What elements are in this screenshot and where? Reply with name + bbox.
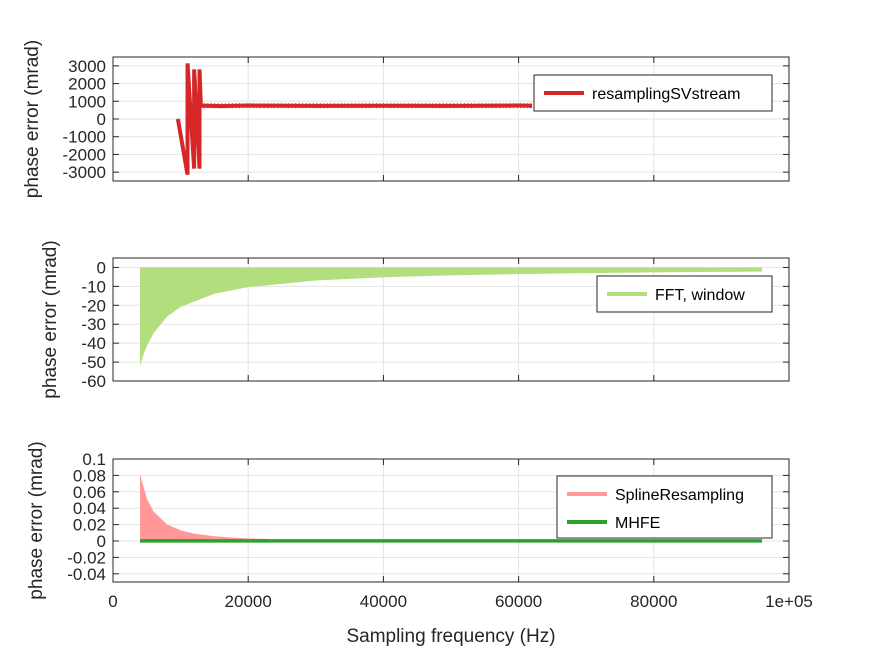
y-tick-label: 0.06 xyxy=(73,483,106,502)
y-axis-label: phase error (mrad) xyxy=(26,441,47,599)
series-area-0 xyxy=(140,474,269,541)
y-axis-label: phase error (mrad) xyxy=(22,40,43,198)
y-tick-label: 0 xyxy=(97,258,106,277)
legend-entry: SplineResampling xyxy=(615,487,744,504)
x-tick-label: 60000 xyxy=(495,592,542,611)
y-tick-label: 3000 xyxy=(68,57,106,76)
x-axis-label: Sampling frequency (Hz) xyxy=(346,626,555,647)
y-tick-label: -40 xyxy=(81,334,106,353)
y-tick-label: -60 xyxy=(81,372,106,391)
y-tick-label: -50 xyxy=(81,353,106,372)
y-tick-label: -3000 xyxy=(63,163,106,182)
x-tick-label: 80000 xyxy=(630,592,677,611)
x-tick-label: 0 xyxy=(108,592,117,611)
y-tick-label: -1000 xyxy=(63,128,106,147)
x-tick-label: 20000 xyxy=(225,592,272,611)
y-tick-label: 0.04 xyxy=(73,499,106,518)
x-tick-label: 40000 xyxy=(360,592,407,611)
y-tick-label: -10 xyxy=(81,277,106,296)
legend-entry: FFT, window xyxy=(655,287,745,304)
y-tick-label: -0.02 xyxy=(67,548,106,567)
y-tick-label: 1000 xyxy=(68,92,106,111)
y-tick-label: -0.04 xyxy=(67,565,106,584)
legend-entry: resamplingSVstream xyxy=(592,86,741,103)
axes-box xyxy=(112,257,790,382)
y-axis-label: phase error (mrad) xyxy=(40,240,61,398)
y-tick-label: 2000 xyxy=(68,75,106,94)
y-tick-label: -2000 xyxy=(63,145,106,164)
axes-box xyxy=(112,458,790,583)
y-tick-label: 0.08 xyxy=(73,466,106,485)
y-tick-label: 0.1 xyxy=(82,450,106,469)
legend-entry: MHFE xyxy=(615,515,660,532)
y-tick-label: 0.02 xyxy=(73,516,106,535)
y-tick-label: 0 xyxy=(97,110,106,129)
y-tick-label: -20 xyxy=(81,296,106,315)
x-tick-label: 1e+05 xyxy=(765,592,813,611)
legend-box xyxy=(556,475,773,539)
legend-box xyxy=(533,74,773,112)
y-tick-label: 0 xyxy=(97,532,106,551)
y-tick-label: -30 xyxy=(81,315,106,334)
series-area-0 xyxy=(140,267,762,366)
middle-panel: -60-50-40-30-20-100 phase error (mrad) FFT… xyxy=(40,240,790,399)
